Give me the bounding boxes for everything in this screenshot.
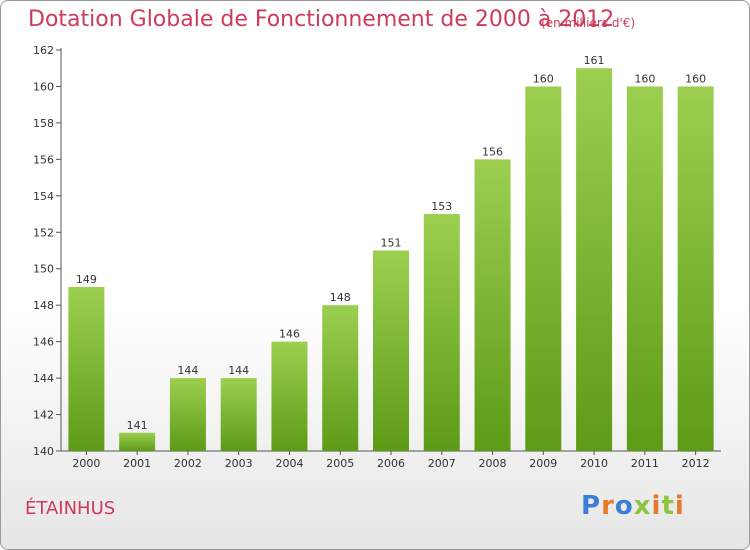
bar-2009 <box>525 86 562 452</box>
y-tick-label: 156 <box>33 153 54 166</box>
logo-letter: t <box>661 491 675 521</box>
y-tick-label: 148 <box>33 299 54 312</box>
bar-2003 <box>220 378 257 451</box>
data-label-2005: 148 <box>330 291 351 304</box>
data-label-2000: 149 <box>76 273 97 286</box>
y-tick-label: 142 <box>33 409 54 422</box>
bar-2000 <box>68 286 105 451</box>
logo-letter: i <box>651 491 662 521</box>
chart-subtitle: (en milliers d'€) <box>541 16 636 30</box>
data-label-2007: 153 <box>431 200 452 213</box>
bar-2007 <box>423 214 460 451</box>
x-tick-label-2007: 2007 <box>428 457 456 470</box>
x-tick-label-2000: 2000 <box>72 457 100 470</box>
y-tick-label: 160 <box>33 80 54 93</box>
data-label-2006: 151 <box>381 237 402 250</box>
bar-2005 <box>322 305 359 451</box>
x-tick-label-2003: 2003 <box>225 457 253 470</box>
logo-letter: r <box>601 491 615 521</box>
data-label-2003: 144 <box>228 364 249 377</box>
x-tick-label-2008: 2008 <box>479 457 507 470</box>
logo-letter: i <box>674 491 685 521</box>
data-label-2002: 144 <box>177 364 198 377</box>
bar-2012 <box>677 86 714 452</box>
logo-letter: o <box>614 491 634 521</box>
data-label-2001: 141 <box>127 419 148 432</box>
bar-2004 <box>271 341 308 451</box>
x-tick-label-2004: 2004 <box>275 457 303 470</box>
y-tick-label: 154 <box>33 190 54 203</box>
y-tick-label: 144 <box>33 372 54 385</box>
bar-2008 <box>474 159 511 451</box>
y-tick-label: 146 <box>33 336 54 349</box>
data-label-2012: 160 <box>685 72 706 85</box>
data-label-2009: 160 <box>533 72 554 85</box>
y-tick-label: 158 <box>33 117 54 130</box>
x-tick-label-2009: 2009 <box>529 457 557 470</box>
bar-2011 <box>626 86 663 452</box>
y-tick-label: 162 <box>33 44 54 57</box>
x-tick-label-2006: 2006 <box>377 457 405 470</box>
bar-2001 <box>119 432 156 451</box>
x-tick-label-2010: 2010 <box>580 457 608 470</box>
commune-name: ÉTAINHUS <box>25 498 116 519</box>
data-label-2010: 161 <box>584 54 605 67</box>
proxiti-logo: Proxiti <box>581 491 685 521</box>
x-tick-label-2005: 2005 <box>326 457 354 470</box>
logo-letter: P <box>581 491 602 521</box>
x-tick-label-2001: 2001 <box>123 457 151 470</box>
x-tick-label-2002: 2002 <box>174 457 202 470</box>
y-tick-label: 150 <box>33 263 54 276</box>
y-tick-label: 152 <box>33 226 54 239</box>
y-tick-label: 140 <box>33 445 54 458</box>
bar-2010 <box>576 68 613 452</box>
bar-2006 <box>373 250 409 451</box>
x-tick-label-2012: 2012 <box>682 457 710 470</box>
logo-letter: x <box>633 491 652 521</box>
data-label-2008: 156 <box>482 145 503 158</box>
x-tick-label-2011: 2011 <box>631 457 659 470</box>
data-label-2011: 160 <box>634 72 655 85</box>
chart-title: Dotation Globale de Fonctionnement de 20… <box>28 7 615 32</box>
bar-2002 <box>169 378 206 451</box>
data-label-2004: 146 <box>279 328 300 341</box>
